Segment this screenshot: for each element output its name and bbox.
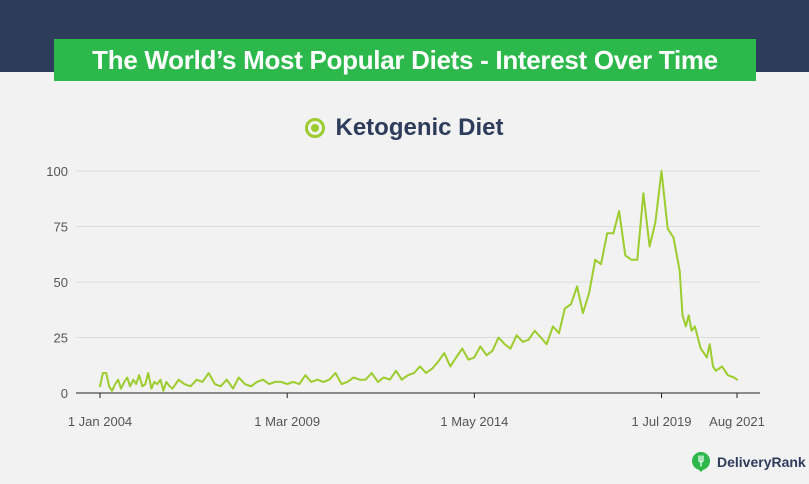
x-tick-label: 1 Jan 2004	[68, 414, 132, 429]
title-banner: The World’s Most Popular Diets - Interes…	[54, 39, 756, 81]
x-tick-label: Aug 2021	[709, 414, 765, 429]
x-tick-label: 1 May 2014	[440, 414, 508, 429]
y-tick-label: 0	[61, 386, 68, 401]
brand-name: DeliveryRank	[717, 454, 806, 470]
y-tick-label: 75	[54, 220, 68, 235]
y-tick-label: 100	[46, 164, 68, 179]
legend: Ketogenic Diet	[0, 112, 809, 144]
series-layer	[99, 170, 738, 392]
chart-title: The World’s Most Popular Diets - Interes…	[92, 44, 718, 75]
legend-label: Ketogenic Diet	[335, 114, 504, 141]
gridlines	[76, 170, 760, 338]
tick-labels: 0 25 50 75 100 1 Jan 2004 1 Mar 2009 1 May 2014…	[46, 164, 765, 429]
series-line-ketogenic-diet	[99, 170, 738, 392]
y-tick-label: 25	[54, 331, 68, 346]
brand-logo: DeliveryRank	[690, 451, 806, 473]
legend-marker-icon	[305, 118, 326, 138]
x-tick-label: 1 Jul 2019	[632, 414, 692, 429]
axes	[76, 392, 760, 398]
x-tick-label: 1 Mar 2009	[254, 414, 320, 429]
fork-location-pin-icon	[692, 452, 710, 472]
y-tick-label: 50	[54, 275, 68, 290]
